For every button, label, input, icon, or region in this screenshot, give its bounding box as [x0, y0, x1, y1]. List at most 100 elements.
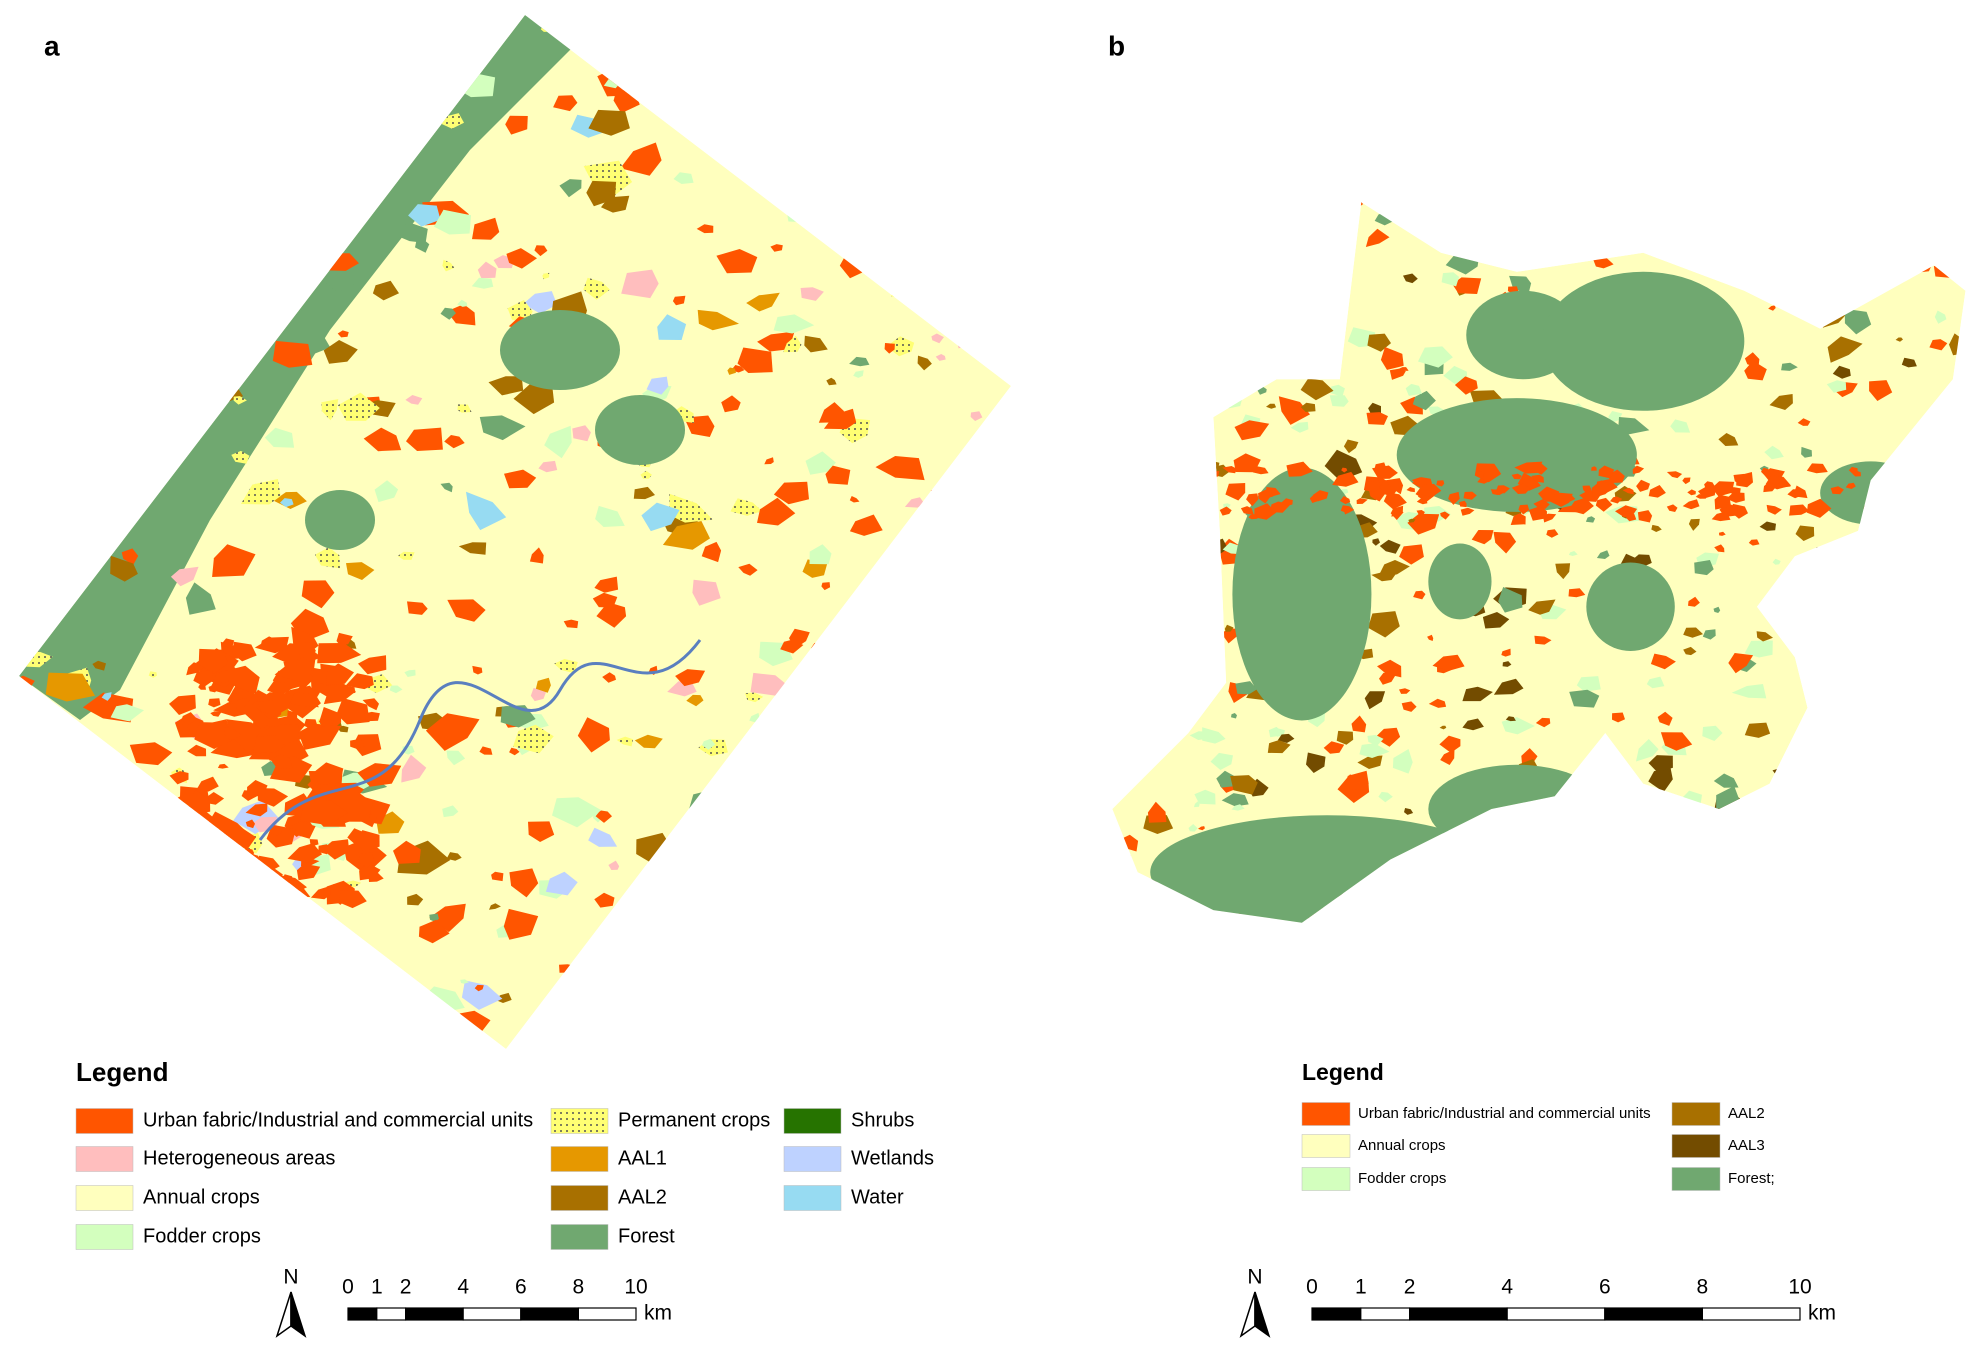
land-patch — [881, 69, 906, 92]
land-patch — [1817, 660, 1852, 682]
land-patch — [1313, 490, 1329, 502]
land-patch — [1814, 770, 1839, 787]
land-patch — [429, 913, 439, 922]
land-patch — [48, 877, 90, 901]
land-patch — [1795, 525, 1815, 541]
land-patch — [786, 140, 814, 166]
land-patch — [1823, 252, 1838, 260]
land-patch — [1523, 217, 1543, 230]
land-patch — [234, 975, 244, 983]
land-patch — [755, 74, 769, 87]
land-patch — [1378, 791, 1393, 803]
legend-label: Annual crops — [1358, 1137, 1446, 1154]
land-patch — [1794, 485, 1808, 499]
land-patch — [1444, 890, 1468, 907]
land-patch — [49, 955, 62, 962]
land-patch — [1258, 213, 1278, 230]
forest-patch — [1428, 543, 1492, 620]
land-patch — [64, 809, 86, 826]
land-patch — [1156, 667, 1171, 680]
land-patch — [1590, 205, 1607, 216]
scale-tick-label: 1 — [371, 1276, 383, 1299]
land-patch — [757, 497, 796, 526]
scale-segment — [1506, 1307, 1606, 1321]
land-patch — [805, 451, 836, 475]
land-patch — [1474, 825, 1492, 838]
land-patch — [188, 789, 211, 816]
land-patch — [1329, 395, 1349, 407]
land-patch — [1867, 540, 1881, 550]
land-patch — [554, 659, 578, 674]
land-patch — [109, 145, 121, 154]
land-patch — [63, 15, 93, 36]
land-patch — [798, 814, 820, 839]
land-patch — [892, 553, 912, 563]
land-patch — [1814, 547, 1833, 563]
scale-segment — [462, 1307, 522, 1321]
land-patch — [1865, 776, 1886, 788]
land-patch — [1436, 480, 1445, 487]
land-patch — [789, 876, 822, 895]
land-patch — [284, 42, 314, 63]
land-patch — [1145, 623, 1159, 635]
land-patch — [446, 304, 476, 326]
land-patch — [668, 1005, 702, 1028]
legend-swatch — [1301, 1102, 1351, 1126]
legend-swatch — [550, 1185, 609, 1211]
land-patch — [794, 850, 822, 863]
land-patch — [916, 810, 965, 847]
land-patch — [114, 15, 126, 24]
land-patch — [37, 1024, 80, 1049]
land-patch — [45, 672, 95, 702]
land-patch — [850, 724, 867, 732]
land-patch — [54, 910, 65, 918]
land-patch — [1711, 511, 1731, 522]
land-patch — [1246, 493, 1259, 507]
land-patch — [241, 889, 253, 896]
land-patch — [701, 541, 722, 563]
land-patch — [1768, 227, 1793, 245]
land-patch — [194, 995, 234, 1022]
land-patch — [1646, 676, 1665, 689]
land-patch — [1848, 466, 1858, 474]
land-patch — [733, 71, 741, 78]
land-patch — [170, 852, 196, 868]
land-patch — [372, 280, 399, 301]
land-patch — [901, 866, 943, 901]
land-patch — [310, 885, 331, 900]
scale-segment — [405, 1307, 464, 1321]
land-patch — [885, 878, 894, 885]
land-patch — [977, 973, 994, 983]
land-patch — [393, 840, 421, 864]
land-patch — [1162, 681, 1183, 702]
land-patch — [522, 1031, 559, 1049]
land-patch — [594, 576, 619, 593]
land-patch — [1802, 237, 1819, 252]
land-patch — [477, 261, 497, 279]
forest-patch — [1586, 562, 1675, 651]
land-patch — [318, 718, 335, 727]
land-patch — [1368, 611, 1400, 638]
land-patch — [323, 271, 355, 293]
panel-label: b — [1108, 30, 1125, 61]
land-patch — [641, 502, 680, 532]
land-patch — [651, 968, 673, 979]
land-patch — [257, 700, 280, 715]
land-patch — [407, 601, 428, 615]
land-patch — [1339, 229, 1351, 237]
land-patch — [1266, 336, 1279, 344]
land-patch — [595, 810, 612, 823]
land-patch — [686, 694, 704, 707]
land-patch — [730, 498, 762, 516]
land-patch — [1202, 727, 1226, 744]
land-patch — [364, 711, 380, 722]
land-patch — [257, 788, 289, 807]
land-patch — [1368, 402, 1381, 414]
land-patch — [1894, 623, 1904, 632]
scale-tick-label: 8 — [573, 1276, 585, 1299]
legend-label: Forest — [618, 1225, 675, 1247]
land-patch — [315, 547, 340, 569]
land-patch — [716, 249, 758, 274]
legend-label: AAL2 — [1728, 1105, 1765, 1122]
land-patch — [974, 15, 1008, 29]
